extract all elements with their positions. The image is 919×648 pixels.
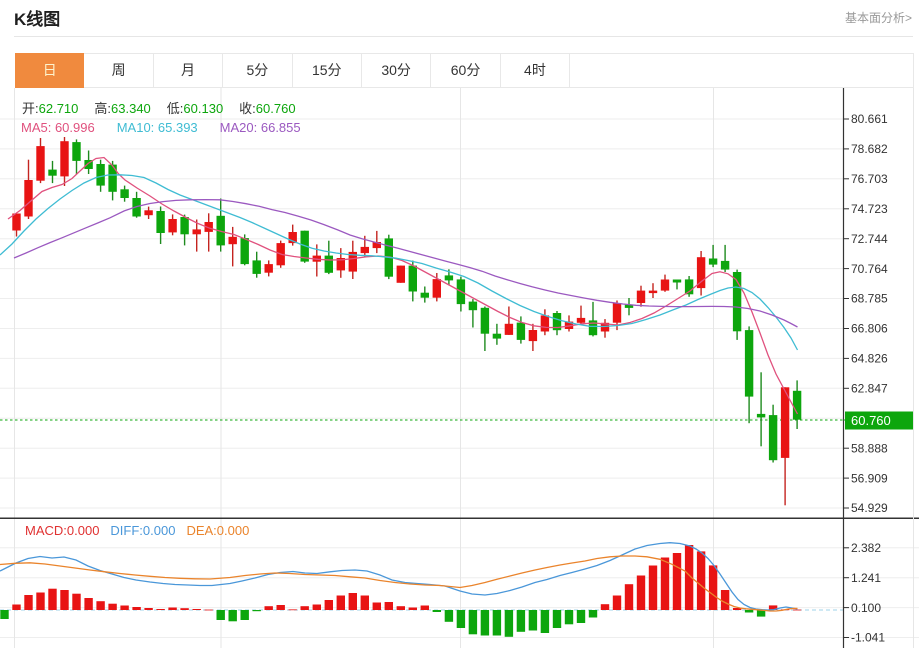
svg-text:2.382: 2.382 [851,541,881,555]
svg-text:66.806: 66.806 [851,322,888,336]
svg-text:60.760: 60.760 [851,413,891,428]
svg-text:56.909: 56.909 [851,471,888,485]
svg-text:54.929: 54.929 [851,501,888,515]
svg-text:74.723: 74.723 [851,202,888,216]
svg-text:78.682: 78.682 [851,142,888,156]
svg-text:72.744: 72.744 [851,232,888,246]
svg-text:-1.041: -1.041 [851,631,885,645]
svg-text:70.764: 70.764 [851,262,888,276]
svg-text:68.785: 68.785 [851,292,888,306]
svg-text:76.703: 76.703 [851,172,888,186]
svg-text:0.100: 0.100 [851,601,881,615]
svg-text:58.888: 58.888 [851,441,888,455]
svg-text:62.847: 62.847 [851,382,888,396]
svg-text:80.661: 80.661 [851,112,888,126]
svg-text:64.826: 64.826 [851,352,888,366]
svg-text:1.241: 1.241 [851,571,881,585]
